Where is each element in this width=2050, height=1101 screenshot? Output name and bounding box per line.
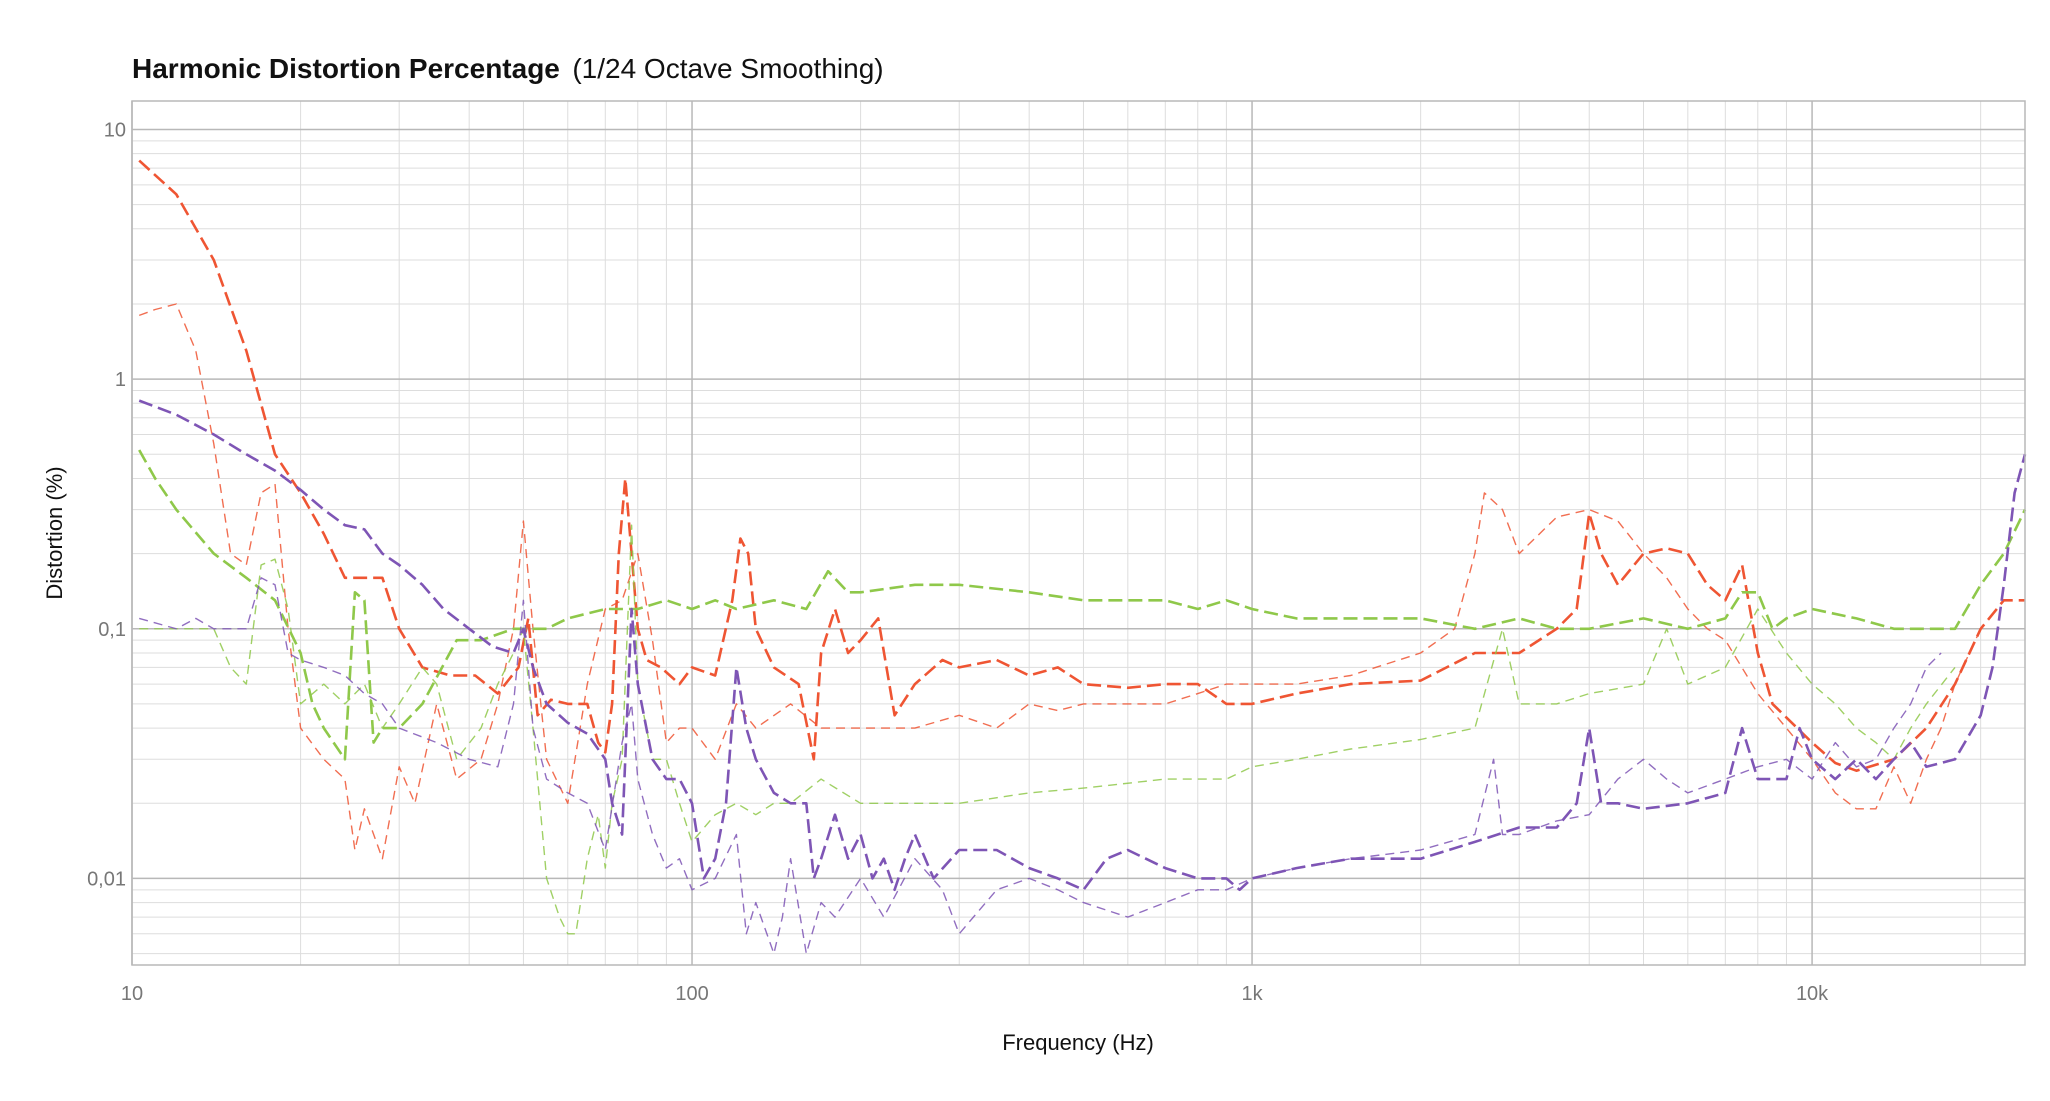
y-tick-label: 1 xyxy=(115,369,126,391)
plot-area-border xyxy=(131,100,2026,966)
series-line-5 xyxy=(139,577,1942,955)
x-tick-label: 10 xyxy=(121,983,143,1005)
minor-gridlines xyxy=(132,101,2025,965)
x-axis-label: Frequency (Hz) xyxy=(1002,1030,1154,1055)
x-tick-label: 100 xyxy=(675,983,708,1005)
y-tick-label: 0,1 xyxy=(98,619,126,641)
x-tick-label: 1k xyxy=(1241,983,1263,1005)
series-line-3 xyxy=(139,524,1956,935)
series-line-2 xyxy=(138,449,2027,761)
y-tick-label: 0,01 xyxy=(87,868,126,890)
series-line-0 xyxy=(138,159,2025,773)
major-gridlines xyxy=(131,101,2025,965)
x-tick-labels: 10 100 1k 10k xyxy=(121,983,1829,1005)
series-layer xyxy=(138,159,2027,955)
chart-subtitle: (1/24 Octave Smoothing) xyxy=(572,53,883,84)
chart-title-main: Harmonic Distortion Percentage xyxy=(132,53,560,84)
y-tick-labels: 10 1 0,1 0,01 xyxy=(87,119,126,890)
chart-title: Harmonic Distortion Percentage (1/24 Oct… xyxy=(132,53,884,84)
x-tick-label: 10k xyxy=(1796,983,1829,1005)
series-line-4 xyxy=(138,399,2027,892)
y-tick-label: 10 xyxy=(104,119,126,141)
y-axis-label: Distortion (%) xyxy=(42,466,67,599)
